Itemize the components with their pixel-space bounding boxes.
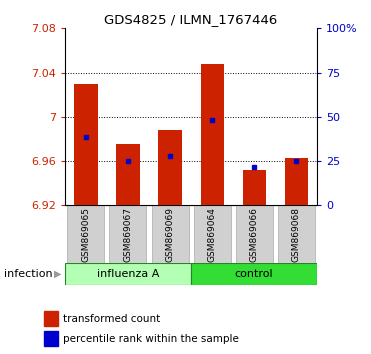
Bar [191,263,317,285]
Text: influenza A: influenza A [97,269,159,279]
Title: GDS4825 / ILMN_1767446: GDS4825 / ILMN_1767446 [105,13,278,26]
Bar [243,170,266,205]
Bar [44,311,58,326]
Text: control: control [235,269,273,279]
Bar [74,84,98,205]
Text: GSM869069: GSM869069 [165,207,174,262]
Text: GSM869065: GSM869065 [82,207,91,262]
Bar [285,158,308,205]
Text: percentile rank within the sample: percentile rank within the sample [63,334,239,344]
Bar [278,205,315,264]
Text: GSM869066: GSM869066 [250,207,259,262]
Bar [65,263,191,285]
Text: GSM869068: GSM869068 [292,207,301,262]
Text: GSM869064: GSM869064 [208,207,217,262]
Text: transformed count: transformed count [63,314,161,324]
Text: infection: infection [4,269,52,279]
Bar [44,331,58,346]
Bar [200,64,224,205]
Bar [116,144,139,205]
Bar [109,205,147,264]
Bar [194,205,231,264]
Bar [68,205,105,264]
Text: GSM869067: GSM869067 [124,207,132,262]
Text: ▶: ▶ [54,269,61,279]
Bar [158,130,181,205]
Bar [151,205,188,264]
Bar [236,205,273,264]
